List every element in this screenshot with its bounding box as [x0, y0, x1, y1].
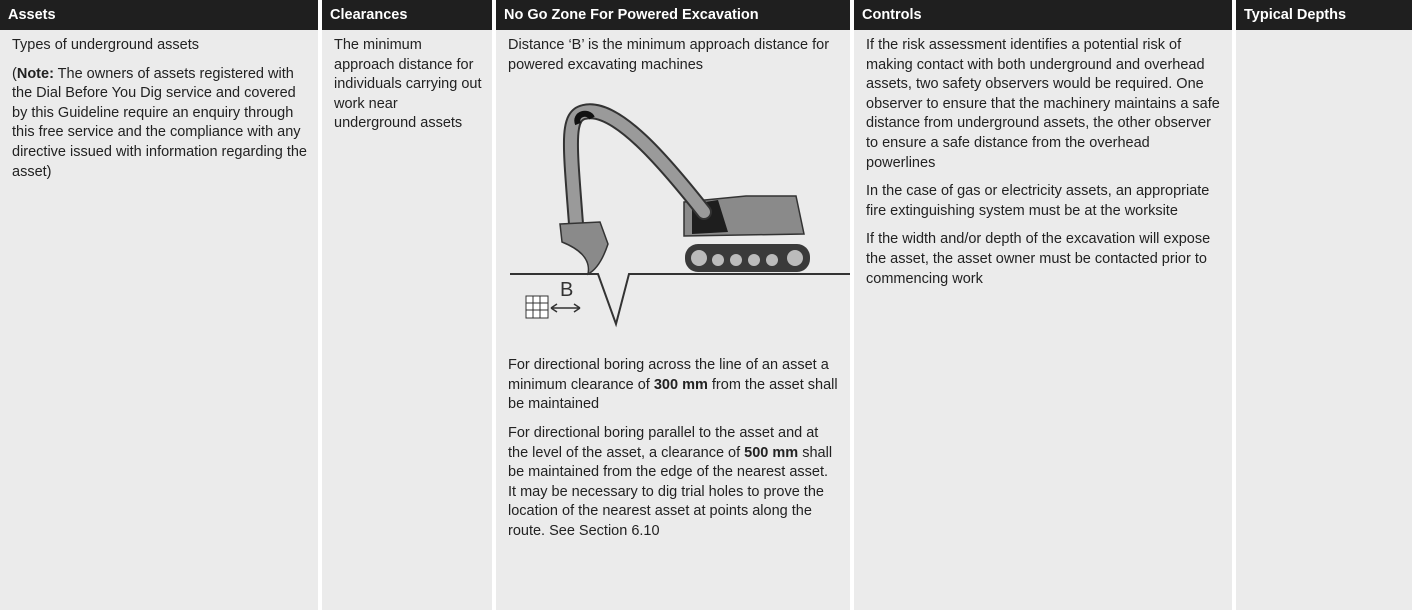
text-run: shall be maintained from the edge of the… — [508, 444, 833, 539]
track-wheels — [691, 250, 803, 267]
distance-label: B — [560, 279, 573, 301]
paragraph: Types of underground assets — [12, 36, 308, 56]
text-run: If the width and/or depth of the excavat… — [866, 231, 1211, 287]
asset-icon — [525, 295, 549, 319]
paragraph: If the risk assessment identifies a pote… — [866, 36, 1222, 173]
text-run: from the asset shall be maintained — [508, 376, 838, 413]
column-header: Assets — [0, 0, 318, 30]
column: Typical Depths — [1236, 0, 1412, 610]
cell — [1236, 30, 1412, 610]
excavator-figure: B — [496, 84, 850, 356]
bucket — [559, 221, 609, 276]
excavator-illustration: B — [510, 103, 850, 328]
paragraph: In the case of gas or electricity assets… — [866, 182, 1222, 221]
text-run: If the risk assessment identifies a pote… — [866, 37, 1220, 171]
text-run: Types of underground assets — [12, 37, 200, 53]
text-run: For directional boring across the line o… — [508, 357, 829, 393]
text-run: In the case of gas or electricity assets… — [866, 183, 1210, 219]
paragraph: If the width and/or depth of the excavat… — [866, 230, 1222, 289]
paragraph: For directional boring across the line o… — [508, 356, 840, 415]
text-run: The minimum approach distance for indivi… — [334, 37, 482, 132]
paragraph: The minimum approach distance for indivi… — [334, 36, 482, 134]
paragraph: For directional boring parallel to the a… — [508, 424, 840, 542]
cell: If the risk assessment identifies a pote… — [854, 30, 1232, 610]
column: Controls If the risk assessment identifi… — [854, 0, 1232, 610]
column-header: Controls — [854, 0, 1232, 30]
column: No Go Zone For Powered Excavation Distan… — [496, 0, 850, 610]
bold-text: Note: — [16, 65, 54, 82]
text-run: Distance ‘B’ is the minimum approach dis… — [508, 37, 830, 73]
column: Clearances The minimum approach distance… — [322, 0, 492, 610]
text-run: The owners of assets registered with the… — [12, 65, 307, 180]
bold-text: 300 mm — [653, 376, 708, 393]
paragraph: Distance ‘B’ is the minimum approach dis… — [508, 36, 840, 75]
text-run: ( — [12, 65, 17, 82]
bold-text: 500 mm — [744, 444, 799, 461]
distance-arrow — [550, 303, 581, 313]
ground-line — [510, 273, 850, 328]
column: Assets Types of underground assets (Note:… — [0, 0, 318, 610]
cell: The minimum approach distance for indivi… — [322, 30, 492, 610]
cell: Types of underground assets (Note: The ow… — [0, 30, 318, 610]
column-header: Typical Depths — [1236, 0, 1412, 30]
column-header: No Go Zone For Powered Excavation — [496, 0, 850, 30]
column-header: Clearances — [322, 0, 492, 30]
cell: Distance ‘B’ is the minimum approach dis… — [496, 30, 850, 610]
paragraph: (Note: The owners of assets registered w… — [12, 65, 308, 183]
text-run: For directional boring parallel to the a… — [508, 424, 819, 461]
boom-joint — [574, 110, 595, 126]
